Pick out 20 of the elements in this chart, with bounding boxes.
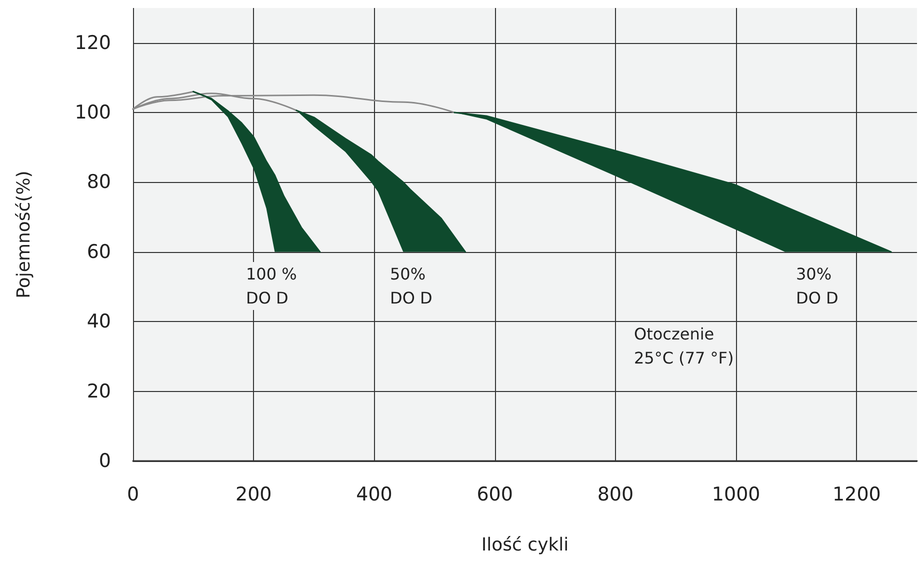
y-tick-label: 0 — [98, 450, 111, 472]
x-tick-label: 1200 — [832, 484, 881, 506]
y-tick-label: 120 — [74, 32, 111, 54]
x-tick-label: 0 — [126, 484, 140, 506]
y-tick-label: 100 — [74, 102, 111, 124]
x-tick-label: 200 — [235, 484, 272, 506]
annotation: 30% DO D — [796, 264, 838, 308]
annotation: Otoczenie 25°C (77 °F) — [634, 324, 734, 368]
x-tick-label: 1000 — [712, 484, 760, 506]
x-tick-label: 800 — [597, 484, 634, 506]
x-tick-label: 600 — [476, 484, 513, 506]
y-tick-label: 20 — [86, 380, 111, 402]
annotation: 100 % DO D — [246, 264, 297, 308]
y-tick-label: 80 — [86, 171, 111, 194]
x-tick-label: 400 — [356, 484, 392, 506]
y-tick-label: 60 — [86, 240, 111, 263]
annotation: 50% DO D — [390, 264, 432, 308]
y-axis-title: Pojemność(%) — [14, 170, 34, 298]
x-axis-title: Ilość cykli — [481, 534, 569, 556]
y-tick-label: 40 — [86, 310, 111, 333]
